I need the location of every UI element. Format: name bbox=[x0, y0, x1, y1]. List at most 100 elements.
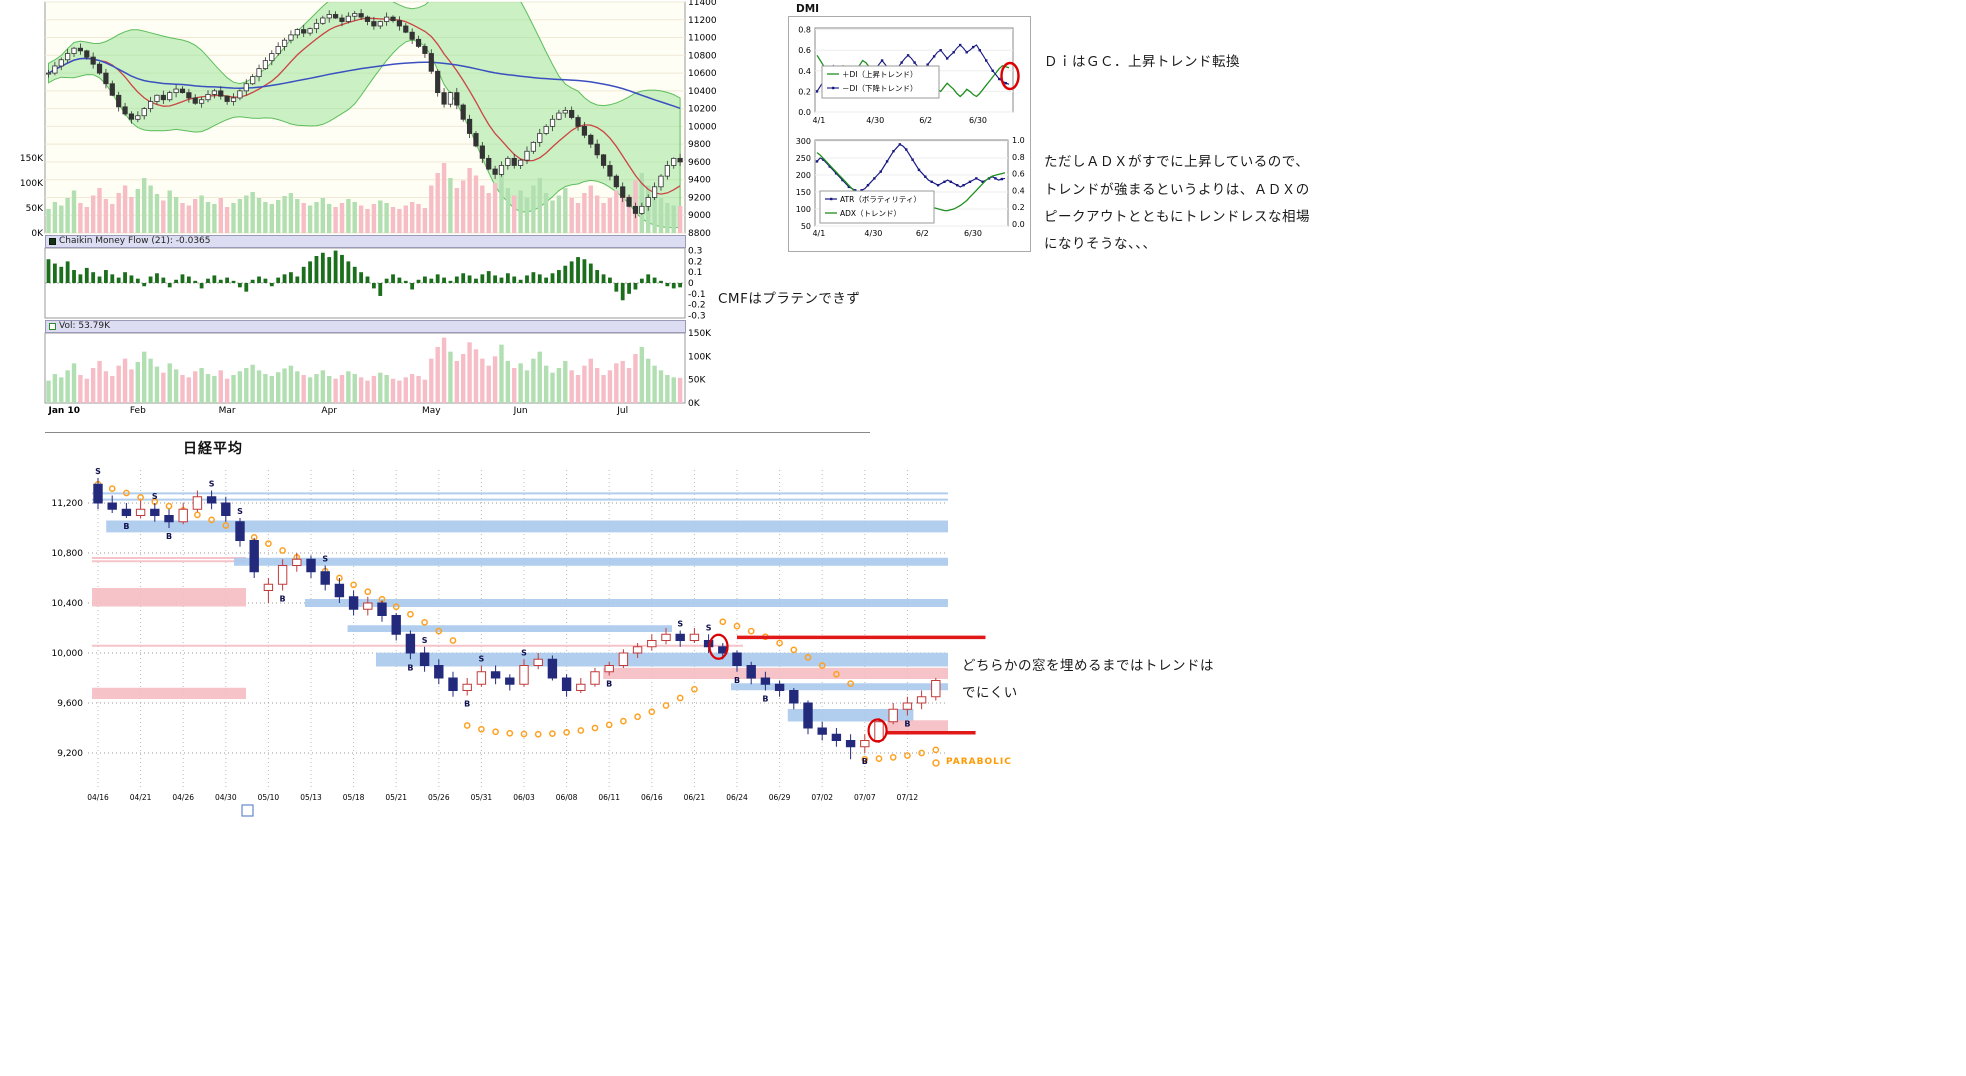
svg-text:1.0: 1.0 bbox=[1012, 136, 1025, 145]
svg-text:4/30: 4/30 bbox=[864, 229, 882, 238]
svg-text:B: B bbox=[166, 532, 172, 541]
svg-text:S: S bbox=[677, 620, 683, 629]
dmi-panel-title: DMI bbox=[796, 3, 820, 15]
svg-text:Jan 10: Jan 10 bbox=[48, 406, 81, 416]
svg-text:S: S bbox=[95, 467, 101, 476]
svg-text:10,000: 10,000 bbox=[52, 649, 84, 659]
svg-text:-0.2: -0.2 bbox=[688, 301, 706, 311]
svg-text:＋DI（上昇トレンド）: ＋DI（上昇トレンド） bbox=[842, 70, 918, 79]
svg-text:B: B bbox=[606, 680, 612, 689]
svg-text:06/29: 06/29 bbox=[769, 793, 791, 802]
svg-text:0K: 0K bbox=[688, 399, 701, 409]
svg-text:250: 250 bbox=[796, 154, 811, 163]
candlesticks bbox=[93, 478, 941, 760]
svg-text:B: B bbox=[280, 595, 286, 604]
svg-text:150K: 150K bbox=[688, 329, 712, 339]
svg-text:4/1: 4/1 bbox=[813, 116, 826, 125]
svg-text:11400: 11400 bbox=[688, 0, 717, 8]
nikkei-chart-title: 日経平均 bbox=[183, 441, 243, 457]
svg-text:07/12: 07/12 bbox=[897, 793, 919, 802]
svg-text:11,200: 11,200 bbox=[52, 499, 84, 509]
svg-text:50: 50 bbox=[801, 222, 811, 231]
svg-text:10000: 10000 bbox=[688, 122, 717, 132]
svg-text:04/16: 04/16 bbox=[87, 793, 109, 802]
svg-text:100K: 100K bbox=[688, 352, 712, 362]
cmf-panel-label: Chaikin Money Flow (21): -0.0365 bbox=[59, 236, 211, 246]
svg-text:9600: 9600 bbox=[688, 158, 711, 168]
svg-text:0.8: 0.8 bbox=[1012, 153, 1025, 162]
cmf-panel: 0.30.20.10-0.1-0.2-0.3 bbox=[44, 247, 706, 321]
volume-panel-label: Vol: 53.79K bbox=[59, 321, 111, 331]
svg-text:10,400: 10,400 bbox=[52, 599, 84, 609]
svg-text:9,200: 9,200 bbox=[57, 749, 83, 759]
window-annotation-line-2: でにくい bbox=[962, 685, 1018, 701]
svg-text:100K: 100K bbox=[20, 179, 44, 189]
main-price-chart: 11400 11200 11000 10800 10600 10400 10200 10000… bbox=[20, 0, 717, 416]
svg-text:9000: 9000 bbox=[688, 211, 711, 221]
svg-text:200: 200 bbox=[796, 171, 811, 180]
svg-text:05/31: 05/31 bbox=[471, 793, 493, 802]
section-divider bbox=[45, 432, 870, 433]
volume-panel: 150K 100K 50K 0K bbox=[44, 329, 712, 409]
svg-text:9400: 9400 bbox=[688, 176, 711, 186]
svg-text:150: 150 bbox=[796, 188, 811, 197]
svg-text:300: 300 bbox=[796, 137, 811, 146]
svg-text:S: S bbox=[422, 636, 428, 645]
svg-text:0.2: 0.2 bbox=[688, 257, 702, 267]
volume-panel-header[interactable]: Vol: 53.79K bbox=[45, 320, 686, 333]
svg-text:S: S bbox=[322, 555, 328, 564]
svg-text:0.0: 0.0 bbox=[1012, 220, 1025, 229]
adx-annotation-line-4: になりそうな、、、 bbox=[1044, 236, 1157, 252]
svg-text:B: B bbox=[464, 700, 470, 709]
adx-annotation-line-3: ピークアウトとともにトレンドレスな相場 bbox=[1044, 209, 1310, 225]
svg-text:8800: 8800 bbox=[688, 229, 711, 239]
svg-text:05/26: 05/26 bbox=[428, 793, 450, 802]
svg-text:B: B bbox=[407, 663, 413, 672]
svg-text:B: B bbox=[734, 676, 740, 685]
svg-text:11000: 11000 bbox=[688, 34, 717, 44]
svg-text:B: B bbox=[862, 757, 868, 766]
svg-text:B: B bbox=[123, 522, 129, 531]
cmf-panel-header[interactable]: Chaikin Money Flow (21): -0.0365 bbox=[45, 235, 686, 248]
svg-text:10400: 10400 bbox=[688, 87, 717, 97]
svg-text:0.3: 0.3 bbox=[688, 247, 702, 257]
svg-text:05/13: 05/13 bbox=[300, 793, 322, 802]
nikkei-daily-chart: 11,20010,80010,40010,0009,6009,200SBSBSS… bbox=[52, 467, 986, 802]
svg-text:S: S bbox=[521, 648, 527, 657]
svg-text:0.1: 0.1 bbox=[688, 268, 702, 278]
svg-text:0.6: 0.6 bbox=[1012, 170, 1025, 179]
cmf-annotation: CMFはプラテンできず bbox=[718, 291, 861, 307]
hand-drawn-red-circles bbox=[708, 633, 888, 743]
svg-text:ATR（ボラティリティ）: ATR（ボラティリティ） bbox=[840, 195, 921, 204]
parabolic-label: PARABOLIC bbox=[946, 757, 1012, 767]
svg-text:10600: 10600 bbox=[688, 69, 717, 79]
parabolic-legend-dot bbox=[932, 759, 940, 767]
adx-annotation-line-2: トレンドが強まるというよりは、ＡＤＸの bbox=[1044, 182, 1310, 198]
svg-text:06/08: 06/08 bbox=[556, 793, 578, 802]
svg-text:B: B bbox=[762, 695, 768, 704]
svg-text:07/07: 07/07 bbox=[854, 793, 876, 802]
svg-text:Apr: Apr bbox=[321, 406, 337, 416]
svg-text:50K: 50K bbox=[688, 376, 706, 386]
svg-text:B: B bbox=[904, 720, 910, 729]
adx-annotation-line-1: ただしＡＤＸがすでに上昇しているので、 bbox=[1044, 154, 1310, 170]
svg-text:05/21: 05/21 bbox=[385, 793, 407, 802]
dmi-chart: 0.8 0.6 0.4 0.2 0.04/1 4/30 6/2 6/30 ＋DI（上昇トレンド）… bbox=[798, 26, 1014, 125]
svg-text:10,800: 10,800 bbox=[52, 549, 84, 559]
svg-text:05/18: 05/18 bbox=[343, 793, 365, 802]
svg-text:04/21: 04/21 bbox=[130, 793, 152, 802]
dmi-golden-cross-circle bbox=[1000, 61, 1020, 91]
svg-text:0K: 0K bbox=[31, 229, 44, 239]
svg-text:0.2: 0.2 bbox=[1012, 203, 1025, 212]
svg-text:4/30: 4/30 bbox=[866, 116, 884, 125]
svg-text:S: S bbox=[479, 655, 485, 664]
svg-text:Feb: Feb bbox=[130, 406, 146, 416]
corner-mark bbox=[241, 804, 254, 817]
svg-text:04/30: 04/30 bbox=[215, 793, 237, 802]
svg-text:Mar: Mar bbox=[219, 406, 236, 416]
svg-text:4/1: 4/1 bbox=[812, 229, 825, 238]
svg-text:0.8: 0.8 bbox=[798, 26, 811, 35]
svg-text:06/16: 06/16 bbox=[641, 793, 663, 802]
svg-text:Jul: Jul bbox=[616, 406, 628, 416]
svg-text:06/24: 06/24 bbox=[726, 793, 748, 802]
